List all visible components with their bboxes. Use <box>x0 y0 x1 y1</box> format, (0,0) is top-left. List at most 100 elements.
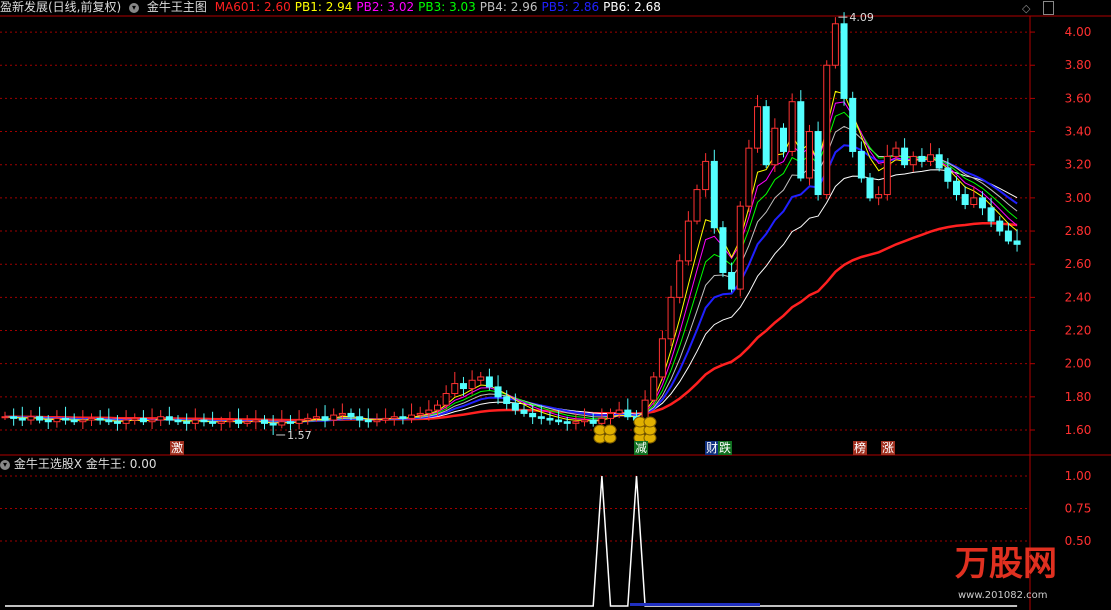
close-indicator-button[interactable]: X <box>73 457 83 471</box>
sub-dropdown-icon[interactable]: ▾ <box>0 459 10 470</box>
candle <box>356 416 364 421</box>
candle <box>53 417 61 423</box>
candle <box>494 386 502 398</box>
candle <box>27 416 35 421</box>
candle <box>520 409 528 414</box>
candle <box>944 167 952 182</box>
candle <box>927 154 935 162</box>
candle <box>364 419 372 423</box>
candle <box>771 127 779 166</box>
signal-marker: 减 <box>634 441 649 455</box>
settings-icon[interactable]: ◇ <box>1022 2 1031 15</box>
candle <box>200 419 208 423</box>
candle <box>157 416 165 421</box>
candle <box>209 421 217 424</box>
candle <box>676 260 684 298</box>
candle <box>996 220 1004 232</box>
candle <box>485 376 493 388</box>
candle <box>113 421 121 424</box>
sub-header: ▾ 金牛王选股X 金牛王: 0.00 <box>0 457 157 473</box>
candle <box>459 383 467 390</box>
price-tick-label: 1.80 <box>1065 390 1092 404</box>
sub-tick-label: 1.00 <box>1065 469 1092 483</box>
candle <box>823 64 831 196</box>
candle <box>754 106 762 149</box>
watermark-logo: 万股网 <box>955 544 1057 584</box>
candle <box>1 416 9 419</box>
ma-legend: MA601: 2.60 PB1: 2.94 PB2: 3.02 PB3: 3.03 PB… <box>215 0 665 14</box>
candle <box>563 421 571 424</box>
signal-line <box>5 475 1018 607</box>
indicator-name[interactable]: 金牛王主图 <box>146 0 207 14</box>
candle <box>139 417 147 423</box>
candle <box>511 402 519 411</box>
legend-pb6: PB6: 2.68 <box>603 0 661 14</box>
candle <box>36 416 44 421</box>
sub-indicator-name[interactable]: 金牛王选股 <box>13 457 74 471</box>
sub-tick-label: 0.50 <box>1065 534 1092 548</box>
candle <box>702 160 710 191</box>
indicator-dropdown-icon[interactable]: ▾ <box>129 2 140 13</box>
high-label: 4.09 <box>849 11 874 24</box>
signal-marker: 财 <box>705 441 720 455</box>
candle <box>62 417 70 421</box>
signal-marker: 跌 <box>718 441 733 455</box>
candle <box>269 422 277 426</box>
candle <box>780 127 787 152</box>
candle <box>468 379 476 390</box>
candle <box>382 417 390 421</box>
candle <box>650 376 658 401</box>
candle <box>572 421 580 424</box>
candle <box>44 419 52 423</box>
candle <box>607 412 614 419</box>
candle <box>96 417 104 421</box>
price-tick-label: 2.00 <box>1065 357 1092 371</box>
candle <box>987 207 995 222</box>
price-tick-label: 3.20 <box>1065 158 1092 172</box>
candle <box>684 220 692 262</box>
candle <box>122 419 130 424</box>
candle <box>321 416 329 421</box>
candle <box>901 147 909 166</box>
candle <box>658 338 666 378</box>
candle <box>338 412 346 416</box>
candle <box>442 393 450 406</box>
candle <box>243 421 251 424</box>
candle <box>953 180 960 196</box>
signal-marker: 榜 <box>853 441 868 455</box>
candle <box>165 416 173 421</box>
candle <box>814 131 822 196</box>
sub-bar <box>630 603 760 606</box>
candle <box>235 419 243 424</box>
price-tick-label: 2.40 <box>1065 290 1092 304</box>
price-tick-label: 3.00 <box>1065 191 1092 205</box>
candle <box>252 419 260 423</box>
candle <box>537 416 545 419</box>
price-tick-label: 3.40 <box>1065 125 1092 139</box>
candle <box>909 155 917 166</box>
candle <box>373 419 381 423</box>
price-tick-label: 2.20 <box>1065 324 1092 338</box>
candle <box>935 154 943 169</box>
sub-value: 0.00 <box>129 457 157 471</box>
candle <box>555 419 563 423</box>
candle <box>831 23 839 66</box>
scroll-icon[interactable] <box>1043 1 1054 15</box>
candle <box>788 101 796 152</box>
candle <box>434 404 441 411</box>
candle <box>286 421 294 424</box>
price-tick-label: 1.60 <box>1065 423 1092 437</box>
candle <box>18 417 26 421</box>
candle <box>892 147 900 157</box>
candle <box>883 155 891 196</box>
candle <box>849 97 857 152</box>
candle <box>451 383 459 395</box>
candle <box>797 101 805 179</box>
candle <box>390 416 398 419</box>
ma-line <box>4 101 1018 424</box>
candle <box>805 131 813 179</box>
sub-label: 金牛王: <box>85 457 126 471</box>
candle <box>970 197 978 206</box>
candle <box>710 160 718 229</box>
